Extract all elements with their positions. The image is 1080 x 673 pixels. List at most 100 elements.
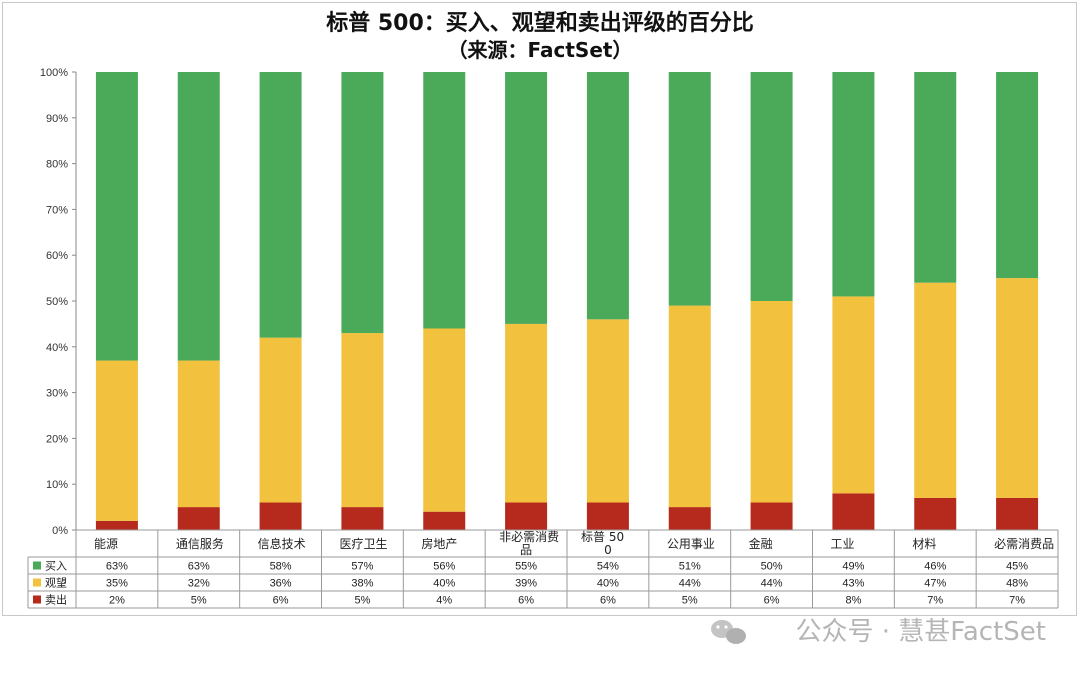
sell-value-label: 6% bbox=[600, 595, 616, 607]
category-label: 能源 bbox=[94, 537, 118, 551]
sell-value-label: 5% bbox=[354, 595, 370, 607]
buy-bar bbox=[832, 72, 875, 297]
category-label-continued: 品 bbox=[520, 543, 532, 557]
buy-value-label: 54% bbox=[597, 561, 619, 573]
hold-value-label: 36% bbox=[270, 578, 292, 590]
buy-bar bbox=[95, 72, 138, 361]
sell-value-label: 7% bbox=[927, 595, 943, 607]
buy-bar bbox=[423, 72, 466, 329]
sell-bar bbox=[177, 507, 220, 530]
sell-bar bbox=[668, 507, 711, 530]
y-tick-label: 80% bbox=[46, 159, 68, 171]
hold-bar bbox=[177, 360, 220, 508]
sell-bar bbox=[750, 502, 793, 530]
y-tick-label: 30% bbox=[46, 388, 68, 400]
buy-value-label: 63% bbox=[188, 561, 210, 573]
buy-value-label: 58% bbox=[270, 561, 292, 573]
sell-bar bbox=[341, 507, 384, 530]
hold-value-label: 44% bbox=[761, 578, 783, 590]
buy-bar bbox=[750, 72, 793, 301]
buy-bar bbox=[341, 72, 384, 334]
y-tick-label: 90% bbox=[46, 113, 68, 125]
buy-value-label: 45% bbox=[1006, 561, 1028, 573]
hold-bar bbox=[914, 282, 957, 498]
legend-label: 买入 bbox=[45, 560, 67, 573]
wechat-icon bbox=[711, 620, 746, 644]
category-label: 通信服务 bbox=[176, 536, 224, 551]
sell-bar bbox=[996, 497, 1039, 530]
hold-bar bbox=[586, 319, 629, 503]
hold-value-label: 38% bbox=[351, 578, 373, 590]
chart-title: 标普 500：买入、观望和卖出评级的百分比 bbox=[326, 10, 754, 36]
hold-bar bbox=[832, 296, 875, 494]
sell-value-label: 4% bbox=[436, 595, 452, 607]
category-label: 标普 50 bbox=[581, 530, 624, 544]
sell-value-label: 5% bbox=[682, 595, 698, 607]
y-tick-label: 0% bbox=[52, 525, 68, 537]
category-label: 金融 bbox=[749, 536, 773, 551]
category-label: 房地产 bbox=[421, 536, 457, 551]
hold-value-label: 32% bbox=[188, 578, 210, 590]
y-tick-label: 60% bbox=[46, 250, 68, 262]
category-label: 信息技术 bbox=[258, 536, 306, 551]
sell-value-label: 6% bbox=[273, 595, 289, 607]
legend-buy: 买入 bbox=[33, 560, 67, 573]
watermark-text: 公众号 · 慧甚FactSet bbox=[796, 617, 1046, 647]
buy-bar bbox=[668, 72, 711, 306]
hold-bar bbox=[95, 360, 138, 521]
buy-bar bbox=[996, 72, 1039, 279]
y-tick-label: 70% bbox=[46, 204, 68, 216]
sell-bar bbox=[259, 502, 302, 530]
chart-frame bbox=[2, 2, 1077, 616]
category-label: 必需消费品 bbox=[994, 537, 1054, 551]
hold-bar bbox=[259, 337, 302, 503]
chart-subtitle: （来源：FactSet） bbox=[448, 38, 633, 62]
hold-value-label: 48% bbox=[1006, 578, 1028, 590]
hold-value-label: 40% bbox=[433, 578, 455, 590]
hold-bar bbox=[668, 305, 711, 508]
buy-value-label: 55% bbox=[515, 561, 537, 573]
hold-value-label: 39% bbox=[515, 578, 537, 590]
buy-value-label: 63% bbox=[106, 561, 128, 573]
buy-bar bbox=[505, 72, 548, 324]
legend-swatch bbox=[33, 595, 41, 604]
legend-swatch bbox=[33, 561, 41, 570]
buy-bar bbox=[177, 72, 220, 361]
hold-value-label: 35% bbox=[106, 578, 128, 590]
category-label: 医疗卫生 bbox=[340, 537, 388, 551]
buy-value-label: 49% bbox=[842, 561, 864, 573]
buy-value-label: 57% bbox=[351, 561, 373, 573]
legend-sell: 卖出 bbox=[33, 593, 67, 607]
sell-bar bbox=[586, 502, 629, 530]
legend-label: 观望 bbox=[45, 577, 67, 590]
y-axis: 0% 10% 20% 30% 40% 50% 60% 70% 80% 90% 100% bbox=[40, 67, 77, 537]
hold-value-label: 43% bbox=[842, 578, 864, 590]
hold-bar bbox=[750, 301, 793, 503]
sell-value-label: 8% bbox=[845, 595, 861, 607]
hold-value-label: 47% bbox=[924, 578, 946, 590]
hold-bar bbox=[423, 328, 466, 512]
sell-bar bbox=[914, 497, 957, 530]
buy-bar bbox=[586, 72, 629, 320]
y-tick-label: 50% bbox=[46, 296, 68, 308]
sell-value-label: 6% bbox=[764, 595, 780, 607]
buy-value-label: 46% bbox=[924, 561, 946, 573]
hold-bar bbox=[996, 278, 1039, 498]
hold-value-label: 44% bbox=[679, 578, 701, 590]
legend-hold: 观望 bbox=[33, 577, 67, 590]
sell-bar bbox=[423, 511, 466, 530]
sell-value-label: 5% bbox=[191, 595, 207, 607]
watermark: 公众号 · 慧甚FactSet bbox=[711, 617, 1046, 647]
bar-series bbox=[95, 72, 1039, 530]
hold-bar bbox=[505, 323, 548, 503]
buy-value-label: 56% bbox=[433, 561, 455, 573]
buy-value-label: 50% bbox=[761, 561, 783, 573]
y-tick-label: 10% bbox=[46, 479, 68, 491]
buy-value-label: 51% bbox=[679, 561, 701, 573]
buy-bar bbox=[259, 72, 302, 338]
legend-swatch bbox=[33, 578, 41, 587]
sell-value-label: 7% bbox=[1009, 595, 1025, 607]
category-label: 材料 bbox=[912, 537, 936, 551]
